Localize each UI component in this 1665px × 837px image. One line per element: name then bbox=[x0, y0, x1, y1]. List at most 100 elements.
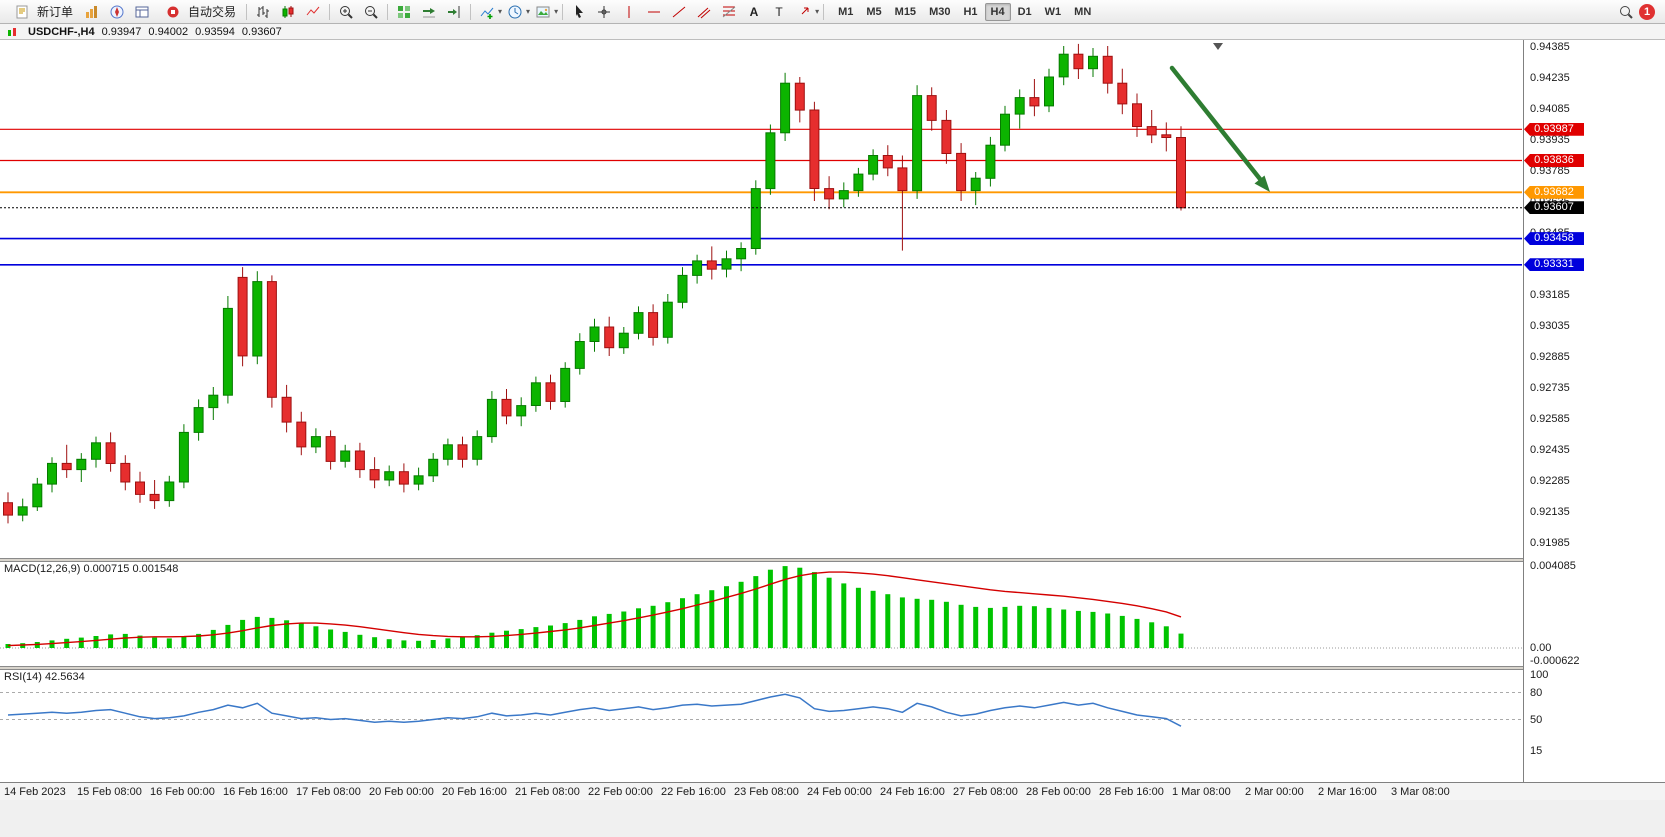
notifications-badge[interactable]: 1 bbox=[1639, 3, 1655, 20]
rsi-axis-tick: 80 bbox=[1530, 686, 1543, 699]
rsi-canvas[interactable] bbox=[0, 670, 1523, 764]
periods-clock-icon[interactable] bbox=[503, 1, 527, 23]
timeframe-button-mn[interactable]: MN bbox=[1074, 5, 1092, 18]
price-axis-tick: 0.92585 bbox=[1530, 413, 1570, 425]
text-tool-icon[interactable]: A bbox=[742, 1, 766, 23]
candlestick-chart-icon[interactable] bbox=[276, 1, 300, 23]
timeframe-button-m1[interactable]: M1 bbox=[838, 5, 854, 18]
arrows-tool-icon[interactable] bbox=[792, 1, 816, 23]
price-line-label[interactable]: 0.93682 bbox=[1524, 185, 1584, 199]
chart-low-value: 0.93594 bbox=[195, 25, 235, 38]
current-price-label[interactable]: 0.93607 bbox=[1524, 201, 1584, 215]
panel-separator[interactable] bbox=[0, 558, 1665, 562]
price-axis-tick: 0.92735 bbox=[1530, 382, 1570, 394]
chart-shift-icon[interactable] bbox=[442, 1, 466, 23]
candlestick-series bbox=[3, 43, 1186, 524]
time-axis-label: 21 Feb 08:00 bbox=[515, 786, 580, 798]
timeframe-button-w1[interactable]: W1 bbox=[1044, 5, 1062, 18]
autotrading-button[interactable]: 自动交易 bbox=[155, 0, 242, 25]
time-axis-label: 20 Feb 00:00 bbox=[369, 786, 434, 798]
vertical-line-tool-icon[interactable] bbox=[617, 1, 641, 23]
templates-dropdown-arrow[interactable]: ▾ bbox=[554, 7, 559, 16]
panel-separator[interactable] bbox=[0, 666, 1665, 670]
macd-axis-tick: 0.004085 bbox=[1530, 560, 1576, 572]
crosshair-icon[interactable] bbox=[592, 1, 616, 23]
indicators-icon[interactable] bbox=[475, 1, 499, 23]
chart-shift-marker bbox=[1213, 43, 1223, 50]
main-toolbar: 新订单 自动交易 ▾ ▾ bbox=[0, 0, 1665, 24]
bar-chart-icon[interactable] bbox=[251, 1, 275, 23]
fibonacci-tool-icon[interactable] bbox=[717, 1, 741, 23]
window-bottom-filler bbox=[0, 800, 1665, 837]
auto-scroll-icon[interactable] bbox=[417, 1, 441, 23]
price-scale[interactable]: 0.94385 0.94235 0.94085 0.93935 0.93785 0.936… bbox=[1523, 40, 1665, 782]
time-axis-label: 28 Feb 16:00 bbox=[1099, 786, 1164, 798]
toolbar-separator bbox=[562, 3, 564, 20]
timeframe-button-m30[interactable]: M30 bbox=[929, 5, 951, 18]
new-order-button[interactable]: 新订单 bbox=[4, 0, 79, 25]
trendline-tool-icon[interactable] bbox=[667, 1, 691, 23]
time-axis-label: 2 Mar 16:00 bbox=[1318, 786, 1377, 798]
rsi-label: RSI(14) 42.5634 bbox=[4, 671, 85, 683]
timeframe-toolbar: M1 M5 M15 M30 H1 H4 D1 W1 MN bbox=[832, 2, 1097, 21]
rsi-axis-tick: 15 bbox=[1530, 745, 1543, 757]
time-axis-label: 23 Feb 08:00 bbox=[734, 786, 799, 798]
timeframe-button-m15[interactable]: M15 bbox=[894, 5, 917, 18]
zoom-in-icon[interactable] bbox=[334, 1, 358, 23]
periods-dropdown-arrow[interactable]: ▾ bbox=[526, 7, 531, 16]
tile-windows-icon[interactable] bbox=[392, 1, 416, 23]
templates-icon[interactable] bbox=[531, 1, 555, 23]
channel-tool-icon[interactable] bbox=[692, 1, 716, 23]
chart-title-bar: USDCHF-,H4 0.93947 0.94002 0.93594 0.936… bbox=[0, 24, 1665, 40]
timeframe-button-d1[interactable]: D1 bbox=[1017, 5, 1032, 18]
price-line-label[interactable]: 0.93836 bbox=[1524, 154, 1584, 167]
label-tool-icon[interactable]: T bbox=[767, 1, 791, 23]
chart-symbol-period: USDCHF-,H4 bbox=[28, 25, 95, 38]
time-axis-label: 20 Feb 16:00 bbox=[442, 786, 507, 798]
terminal-icon[interactable] bbox=[130, 1, 154, 23]
time-axis[interactable]: 14 Feb 2023 15 Feb 08:00 16 Feb 00:00 16 Fe… bbox=[0, 782, 1665, 800]
price-axis-tick: 0.93035 bbox=[1530, 320, 1570, 332]
rsi-axis-tick: 50 bbox=[1530, 713, 1543, 726]
toolbar-separator bbox=[470, 3, 472, 20]
time-axis-label: 24 Feb 00:00 bbox=[807, 786, 872, 798]
timeframe-button-h4[interactable]: H4 bbox=[984, 2, 1011, 21]
rsi-axis-tick: 100 bbox=[1530, 668, 1549, 681]
horizontal-line-tool-icon[interactable] bbox=[642, 1, 666, 23]
timeframe-button-m5[interactable]: M5 bbox=[866, 5, 882, 18]
macd-axis-tick: 0.00 bbox=[1530, 642, 1552, 654]
price-axis-tick: 0.93935 bbox=[1530, 134, 1570, 146]
search-icon[interactable] bbox=[1614, 1, 1638, 23]
price-axis-tick: 0.93785 bbox=[1530, 165, 1570, 177]
time-axis-label: 3 Mar 08:00 bbox=[1391, 786, 1450, 798]
price-line-label[interactable]: 0.93987 bbox=[1524, 122, 1584, 136]
time-axis-label: 16 Feb 16:00 bbox=[223, 786, 288, 798]
time-axis-label: 14 Feb 2023 bbox=[4, 786, 66, 798]
zoom-out-icon[interactable] bbox=[359, 1, 383, 23]
chart-open-value: 0.93947 bbox=[101, 25, 142, 38]
main-price-panel[interactable] bbox=[0, 40, 1523, 558]
toolbar-separator bbox=[823, 3, 825, 20]
chart-close-value: 0.93607 bbox=[241, 25, 282, 38]
rsi-panel[interactable]: RSI(14) 42.5634 bbox=[0, 670, 1523, 764]
timeframe-button-h1[interactable]: H1 bbox=[963, 5, 978, 18]
indicators-dropdown-arrow[interactable]: ▾ bbox=[498, 7, 503, 16]
line-chart-icon[interactable] bbox=[301, 1, 325, 23]
macd-panel[interactable]: MACD(12,26,9) 0.000715 0.001548 bbox=[0, 562, 1523, 666]
price-axis-tick: 0.94385 bbox=[1530, 41, 1570, 53]
macd-canvas[interactable] bbox=[0, 562, 1523, 666]
price-line-label[interactable]: 0.93331 bbox=[1524, 258, 1584, 272]
cursor-icon[interactable] bbox=[567, 1, 591, 23]
main-chart-canvas[interactable] bbox=[0, 40, 1523, 558]
toolbar-separator bbox=[387, 3, 389, 20]
new-order-label: 新订单 bbox=[37, 5, 74, 19]
market-watch-icon[interactable] bbox=[80, 1, 104, 23]
price-line-label[interactable]: 0.93458 bbox=[1524, 232, 1584, 246]
navigator-icon[interactable] bbox=[105, 1, 129, 23]
chart-window: USDCHF-,H4 0.93947 0.94002 0.93594 0.936… bbox=[0, 24, 1665, 837]
svg-text:A: A bbox=[750, 5, 759, 19]
rsi-line bbox=[7, 693, 1182, 727]
arrows-dropdown-arrow[interactable]: ▾ bbox=[815, 7, 820, 16]
time-axis-label: 27 Feb 08:00 bbox=[953, 786, 1018, 798]
autotrading-label: 自动交易 bbox=[188, 5, 237, 19]
